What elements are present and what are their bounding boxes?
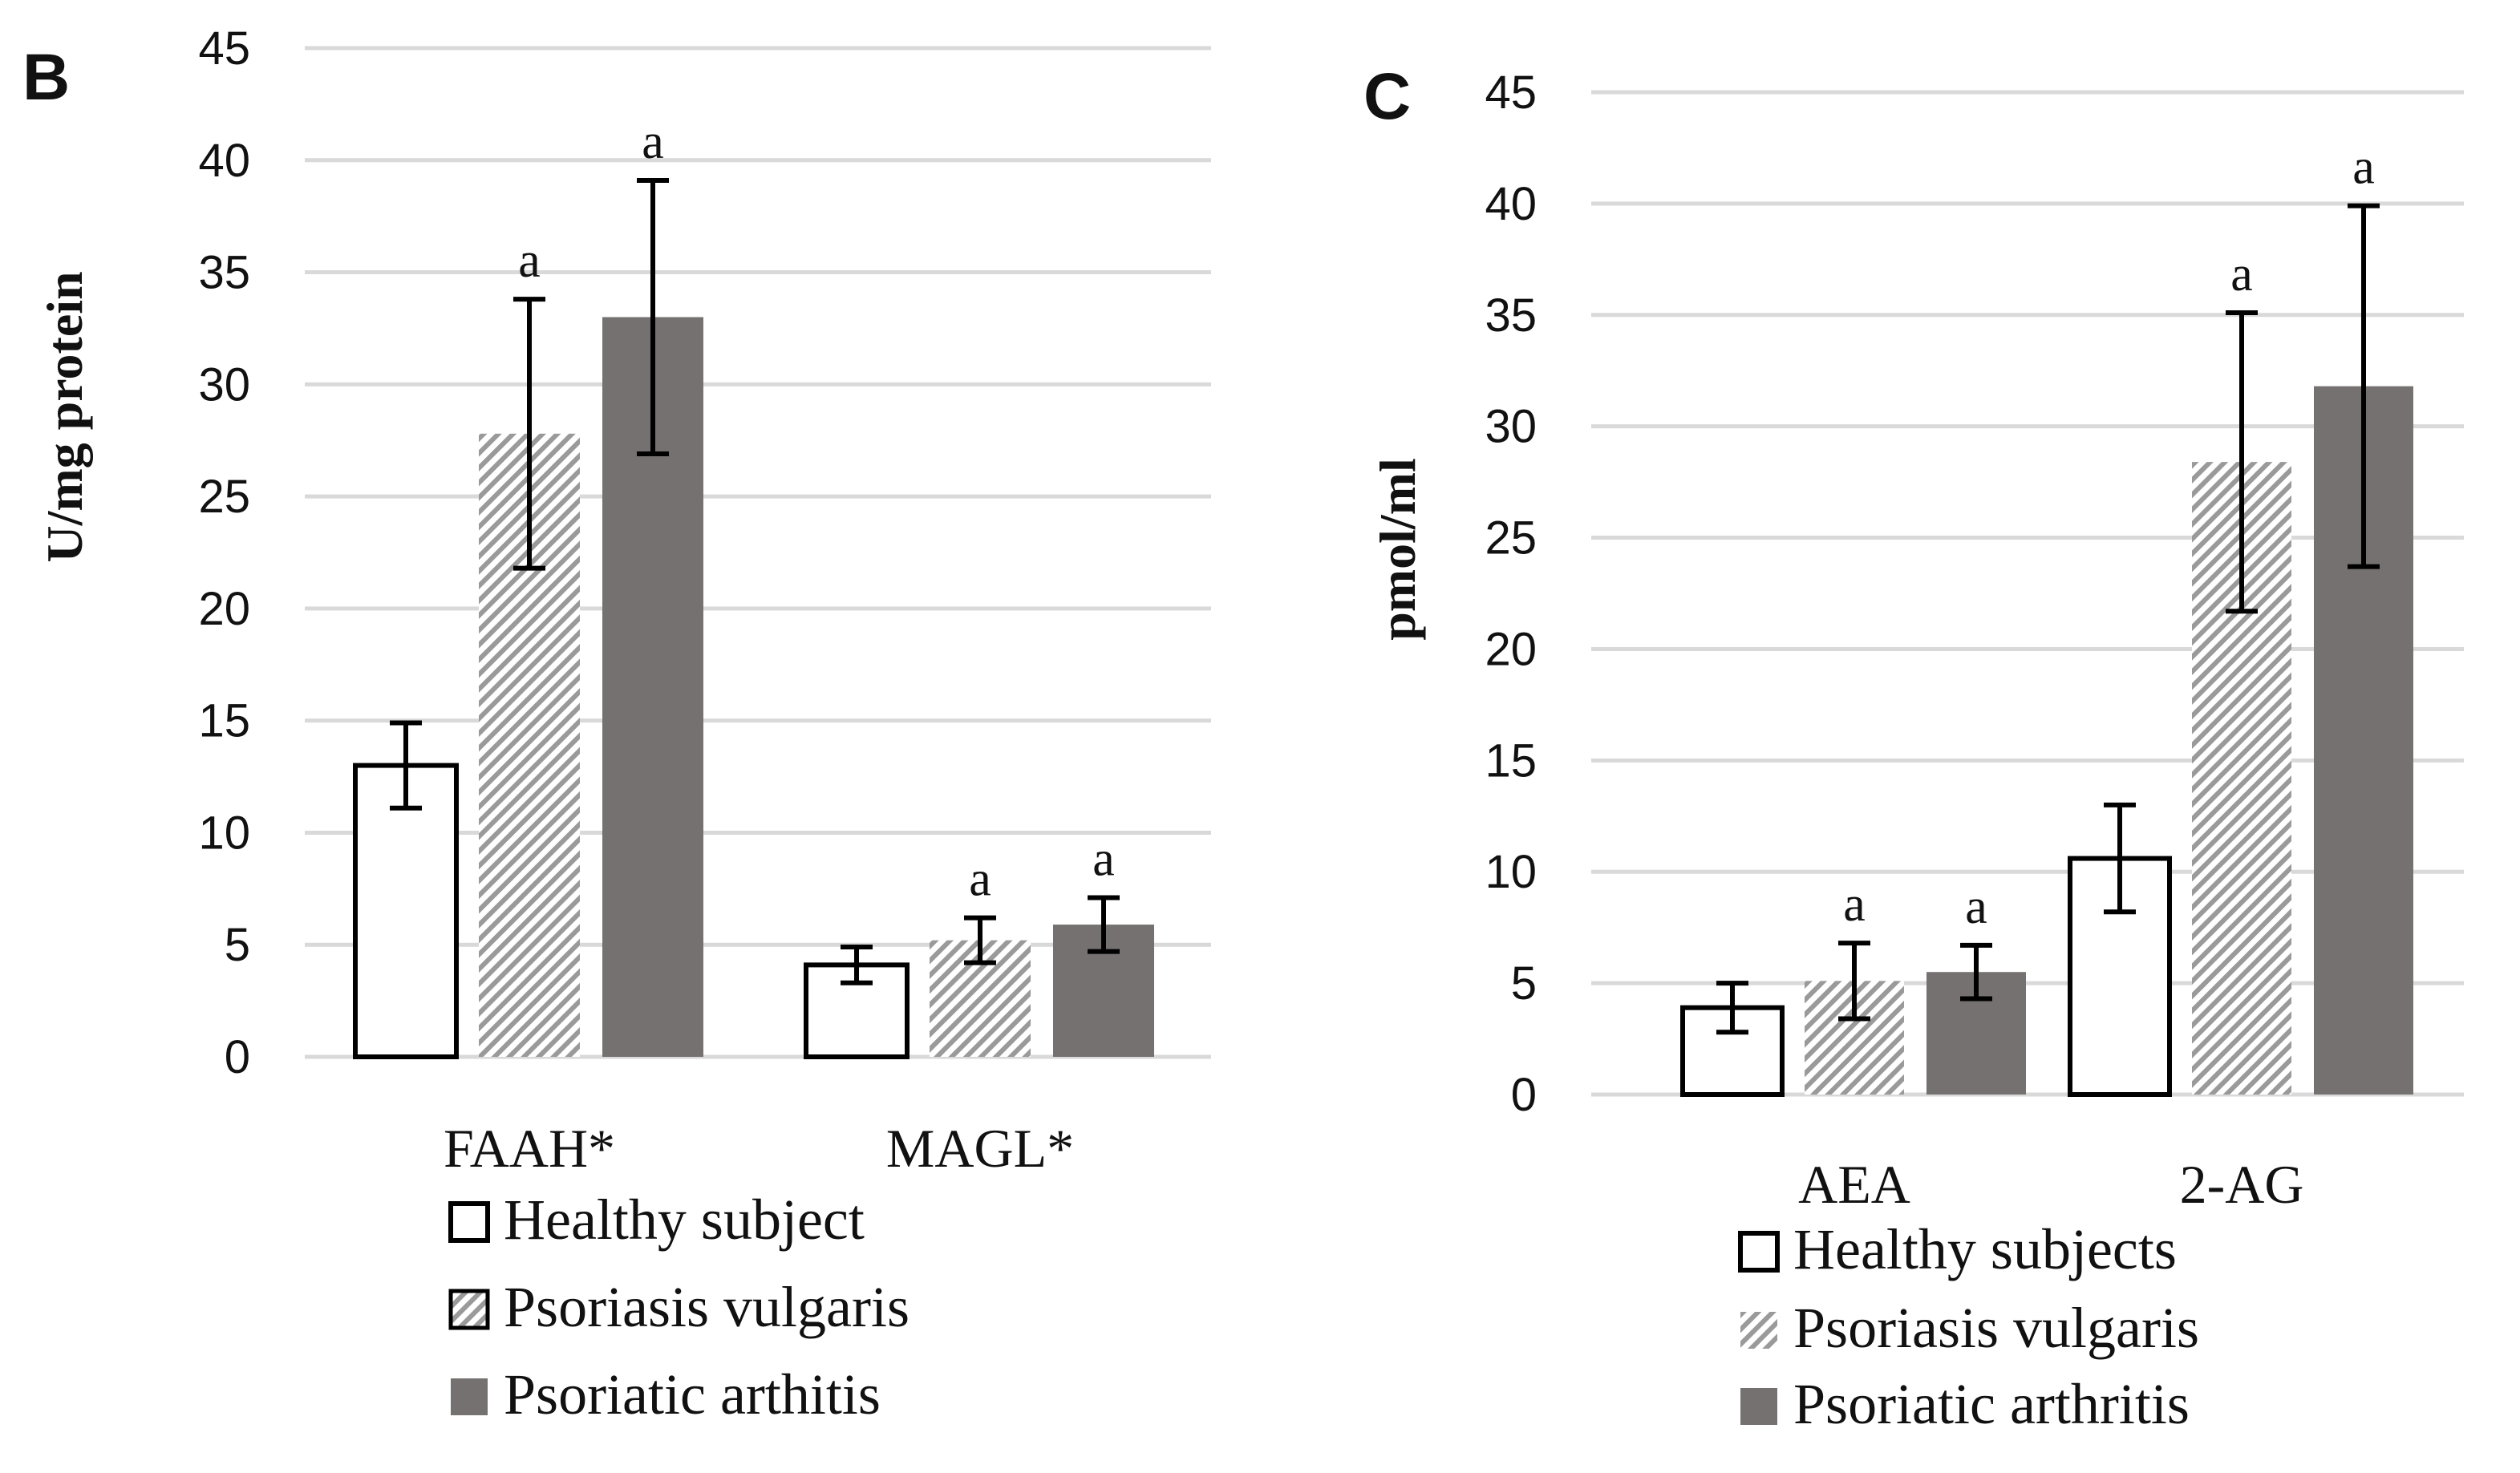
significance-label: a <box>518 233 541 288</box>
legend-label: Psoriasis vulgaris <box>1793 1296 2199 1360</box>
panel-label: C <box>1363 60 1411 133</box>
y-tick-label: 15 <box>198 695 250 747</box>
significance-label: a <box>1092 832 1115 887</box>
y-tick-label: 30 <box>1485 401 1537 453</box>
legend-label: Psoriatic arthritis <box>1793 1372 2190 1436</box>
y-tick-label: 5 <box>225 919 250 971</box>
y-tick-label: 25 <box>198 471 250 523</box>
significance-label: a <box>969 852 991 907</box>
legend-swatch <box>1740 1312 1777 1349</box>
y-tick-label: 20 <box>198 583 250 635</box>
y-axis-label: pmol/ml <box>1369 458 1426 641</box>
legend-label: Healthy subjects <box>1793 1217 2177 1281</box>
y-tick-label: 35 <box>198 247 250 299</box>
y-tick-label: 5 <box>1511 957 1537 1010</box>
significance-label: a <box>2230 247 2253 301</box>
x-category-label: MAGL* <box>886 1118 1074 1179</box>
x-category-label: AEA <box>1798 1154 1910 1215</box>
legend-swatch <box>451 1378 488 1415</box>
y-tick-label: 25 <box>1485 512 1537 565</box>
y-tick-label: 0 <box>225 1031 250 1083</box>
legend-label: Healthy subject <box>504 1188 865 1252</box>
y-tick-label: 45 <box>1485 67 1537 119</box>
x-category-label: FAAH* <box>444 1118 615 1179</box>
panel-label: B <box>22 41 70 114</box>
y-tick-label: 45 <box>198 22 250 75</box>
significance-label: a <box>2352 140 2375 195</box>
y-tick-label: 20 <box>1485 623 1537 675</box>
legend-label: Psoriatic arthitis <box>504 1362 881 1426</box>
x-category-label: 2-AG <box>2180 1154 2304 1215</box>
legend-swatch <box>448 1289 490 1330</box>
legend-swatch <box>1740 1388 1777 1425</box>
significance-label: a <box>1843 877 1866 932</box>
legend-swatch <box>448 1201 490 1243</box>
y-tick-label: 35 <box>1485 289 1537 342</box>
significance-label: a <box>1965 880 1987 934</box>
chart-panel-B: B 0 5 10 15 20 25 30 35 40 45 U/mg protein a a FAAH* a a… <box>22 22 1211 1426</box>
y-axis-label: U/mg protein <box>36 271 93 562</box>
legend-label: Psoriasis vulgaris <box>504 1275 910 1339</box>
y-tick-label: 10 <box>198 807 250 859</box>
y-tick-label: 0 <box>1511 1069 1537 1121</box>
significance-label: a <box>642 115 664 169</box>
y-tick-label: 40 <box>198 135 250 187</box>
legend-swatch <box>1738 1231 1780 1273</box>
y-tick-label: 30 <box>198 358 250 411</box>
y-tick-label: 10 <box>1485 846 1537 898</box>
y-tick-label: 40 <box>1485 178 1537 230</box>
y-tick-label: 15 <box>1485 734 1537 787</box>
chart-panel-C: C 0 5 10 15 20 25 30 35 40 45 pmol/ml a a AEA a a 2-AGHea… <box>1363 60 2464 1436</box>
